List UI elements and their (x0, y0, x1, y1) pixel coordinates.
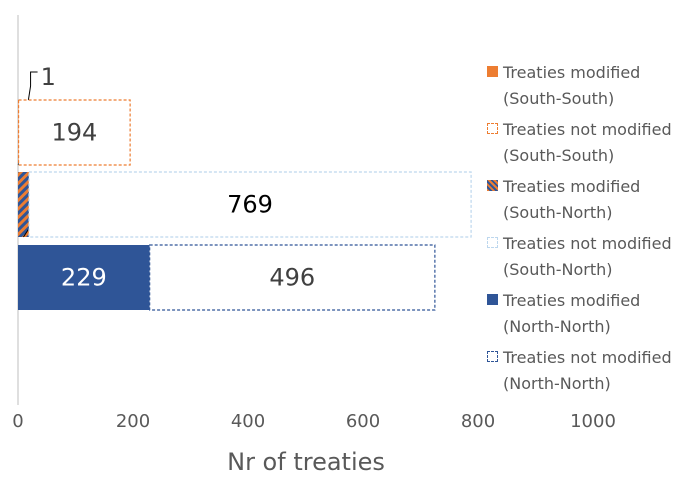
legend-label: Treaties modified (North-North) (503, 291, 641, 336)
bar-segment (18, 245, 150, 310)
legend-label: Treaties modified (South-South) (503, 63, 641, 108)
legend-swatch (487, 237, 498, 248)
x-tick-label: 400 (231, 411, 265, 432)
x-tick-label: 200 (116, 411, 150, 432)
legend-swatch (487, 294, 498, 305)
data-label: 229 (61, 264, 107, 292)
bar-segment (17, 99, 131, 166)
bar-segment (18, 172, 29, 237)
x-axis-title: Nr of treaties (227, 448, 385, 476)
x-tick-label: 600 (346, 411, 380, 432)
x-tick-label: 800 (461, 411, 495, 432)
legend-label: Treaties not modified (South-South) (503, 120, 672, 165)
legend-swatch (487, 123, 498, 134)
legend-swatch (487, 351, 498, 362)
data-label: 1 (41, 63, 56, 91)
bar-segment (28, 171, 472, 238)
legend-swatch (487, 180, 498, 191)
bar-segment (149, 244, 436, 311)
legend-label: Treaties not modified (North-North) (503, 348, 672, 393)
x-tick-label: 1000 (570, 411, 616, 432)
legend-label: Treaties not modified (South-North) (503, 234, 672, 279)
legend-label: Treaties modified (South-North) (503, 177, 641, 222)
legend-swatch (487, 66, 498, 77)
x-tick-label: 0 (12, 411, 23, 432)
data-label: 769 (227, 191, 273, 219)
data-label: 496 (269, 264, 315, 292)
data-label: 194 (51, 119, 97, 147)
